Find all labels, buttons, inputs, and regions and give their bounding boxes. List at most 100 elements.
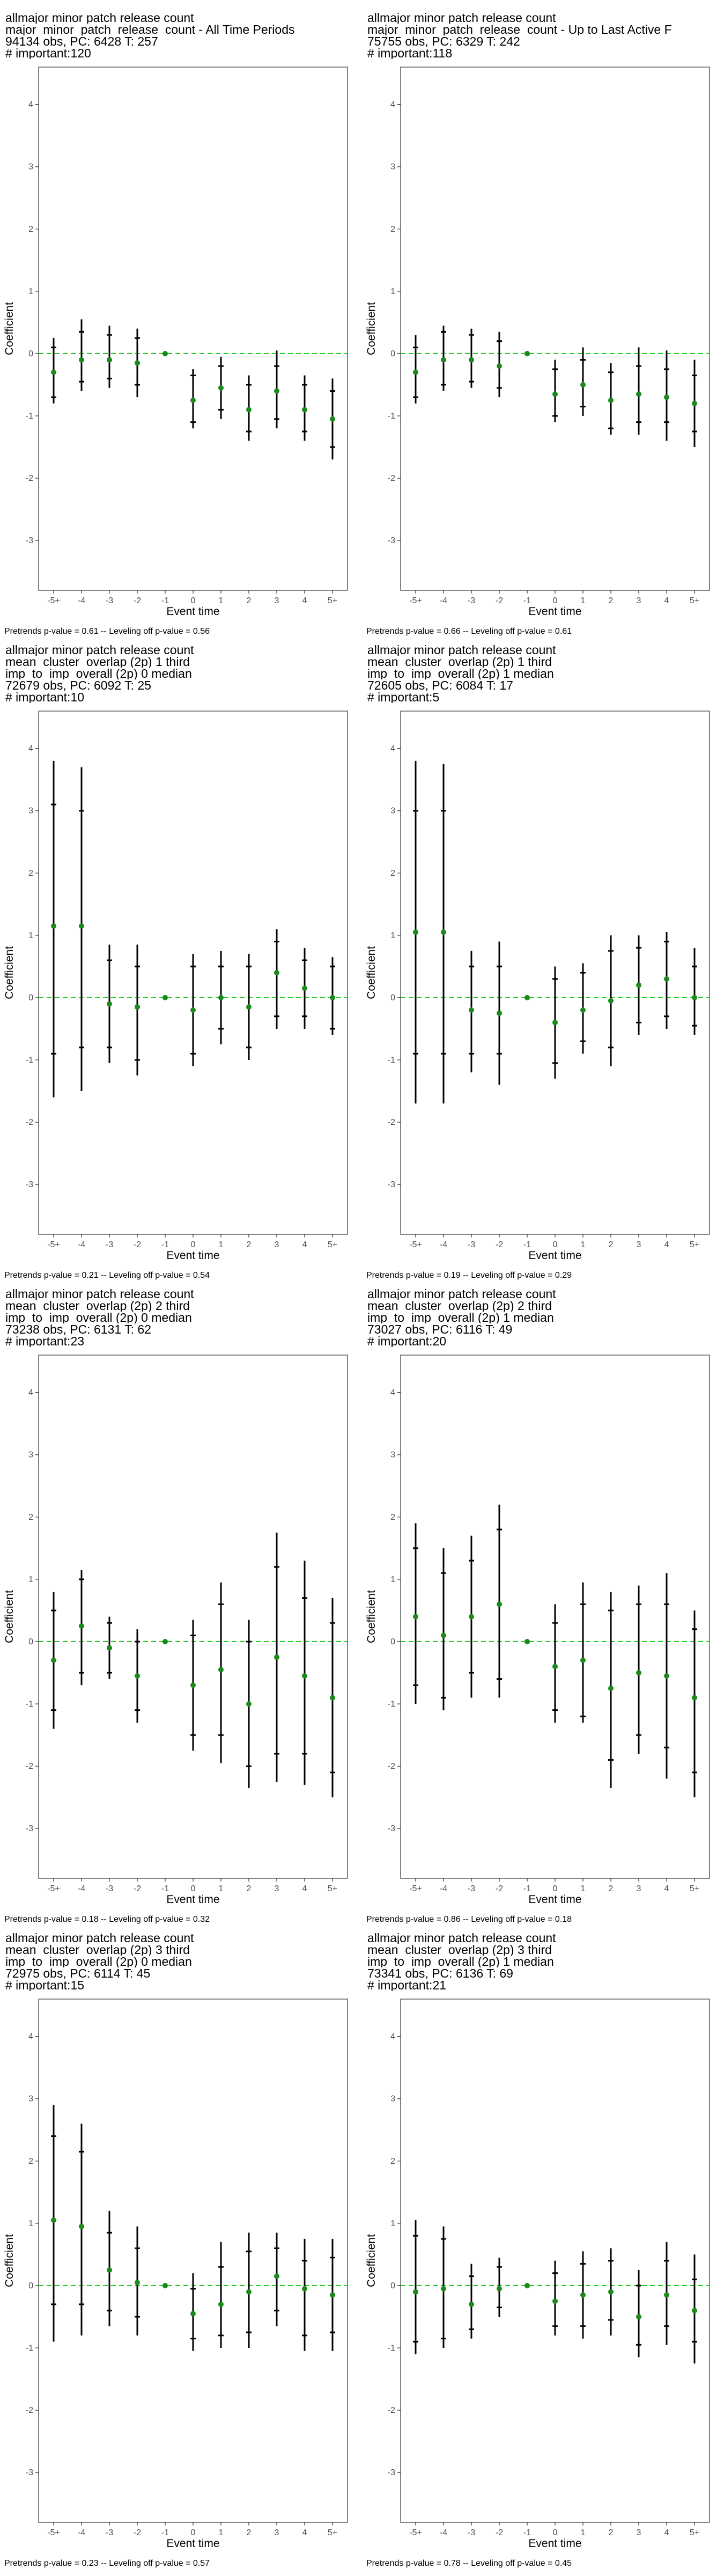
coefficient-point [162,1638,168,1644]
panel-title-line: allmajor minor patch release count [367,644,556,656]
x-tick-label: 0 [191,2528,196,2537]
chart-panel-6: allmajor minor patch release count mean_c… [362,1288,711,1924]
panel-title-line: imp_to_imp_overall (2p) 1 median [367,1312,554,1323]
y-tick-label: 0 [390,2281,395,2290]
panel-footer-pvalues: Pretrends p-value = 0.23 -- Leveling off… [4,2559,210,2568]
y-tick-label: -3 [388,1180,395,1189]
x-tick-label: 2 [247,1884,252,1893]
coefficient-point [413,369,418,375]
x-tick-label: 4 [302,1884,307,1893]
coefficient-point [636,982,641,988]
coefficient-point [190,397,196,403]
panel-title-line: mean_cluster_overlap (2p) 3 third [5,1944,190,1956]
x-tick-label: -1 [523,2528,531,2537]
y-tick-label: 4 [28,744,33,753]
coefficient-point [664,1673,669,1679]
x-tick-label: -3 [468,596,475,605]
plot-border [38,1355,348,1879]
y-tick-label: 3 [390,1451,395,1460]
coefficient-point [469,1614,474,1620]
y-tick-label: 4 [28,2032,33,2041]
x-axis-label: Event time [166,1893,219,1906]
plot-area: -3 -2 -1 0 1 2 3 4 -5+ -4 -3 -2 -1 0 1 2 3 4 5+ Event time C… [3,1355,348,1906]
y-axis-label: Coefficient [365,2234,378,2287]
y-tick-label: 1 [390,2219,395,2228]
panel-title: allmajor minor patch release count mean_c… [5,1288,349,1347]
coefficient-point [636,2314,641,2319]
plot-border [38,1999,348,2523]
x-tick-label: 3 [275,2528,279,2537]
y-tick-label: 2 [390,869,395,878]
coefficient-point [79,357,84,363]
y-tick-label: 1 [390,931,395,940]
y-tick-label: -2 [26,1118,33,1127]
panel-title-line: allmajor minor patch release count [5,12,194,24]
panel-title-line: allmajor minor patch release count [367,1932,556,1944]
coefficient-point [497,1010,502,1016]
panel-footer-pvalues: Pretrends p-value = 0.66 -- Leveling off… [366,627,572,636]
x-tick-label: -5+ [47,1884,60,1893]
coefficient-point [302,985,307,991]
coefficient-point [608,998,614,1004]
x-tick-label: -4 [78,2528,85,2537]
y-tick-label: 0 [28,2281,33,2290]
coefficient-point [664,976,669,982]
coefficient-point [413,930,418,935]
y-tick-label: 3 [28,163,33,172]
x-tick-label: 0 [191,1240,196,1249]
coefficient-point [664,394,669,400]
x-tick-label: -2 [496,1240,503,1249]
coefficient-point [497,2286,502,2292]
coefficient-point [246,1004,252,1010]
y-tick-label: -3 [388,536,395,545]
x-tick-label: -3 [106,596,113,605]
panel-footer-pvalues: Pretrends p-value = 0.18 -- Leveling off… [4,1915,210,1924]
y-tick-label: 0 [28,1637,33,1646]
panel-title-line: # important:23 [5,1335,85,1347]
y-tick-label: 2 [28,869,33,878]
chart-panel-7: allmajor minor patch release count mean_c… [0,1932,349,2568]
x-tick-label: 1 [581,1884,586,1893]
coefficient-point [608,2289,614,2295]
x-tick-label: -5+ [409,596,422,605]
x-tick-label: -1 [161,596,169,605]
coefficient-point [330,416,335,422]
y-tick-label: 3 [28,807,33,816]
coefficient-point [302,2286,307,2292]
coefficient-point [469,1007,474,1013]
x-tick-label: 0 [553,1240,558,1249]
x-tick-label: -2 [496,1884,503,1893]
panel-title-line: # important:10 [5,691,85,703]
x-tick-label: 2 [609,2528,614,2537]
y-tick-label: 2 [28,2157,33,2166]
panel-footer-pvalues: Pretrends p-value = 0.61 -- Leveling off… [4,627,210,636]
panel-title-line: 73027 obs, PC: 6116 T: 49 [367,1323,513,1335]
coefficient-point [692,1695,697,1701]
coefficient-point [664,2292,669,2298]
x-axis-label: Event time [528,1893,581,1906]
coefficient-point [274,388,279,394]
y-tick-label: 0 [390,993,395,1002]
y-tick-label: 2 [390,1513,395,1522]
coefficient-point [497,1601,502,1607]
y-tick-label: 4 [390,2032,395,2041]
y-tick-label: -1 [26,412,33,421]
x-tick-label: 4 [302,1240,307,1249]
x-tick-label: 3 [637,1240,641,1249]
x-tick-label: -5+ [409,2528,422,2537]
coefficient-point [79,1623,84,1629]
x-tick-label: -2 [134,596,141,605]
coefficient-point [218,1667,224,1673]
panel-title-line: 72975 obs, PC: 6114 T: 45 [5,1967,151,1979]
coefficient-point [274,2273,279,2279]
y-tick-label: 4 [390,744,395,753]
y-tick-label: -3 [26,536,33,545]
x-tick-label: -2 [496,2528,503,2537]
x-tick-label: 5+ [690,1240,699,1249]
panel-title-line: 73238 obs, PC: 6131 T: 62 [5,1323,151,1335]
coefficient-point [246,407,252,413]
coefficient-point [302,1673,307,1679]
coefficient-point [636,391,641,397]
panel-title-line: allmajor minor patch release count [5,1288,194,1300]
x-axis-label: Event time [166,1249,219,1262]
